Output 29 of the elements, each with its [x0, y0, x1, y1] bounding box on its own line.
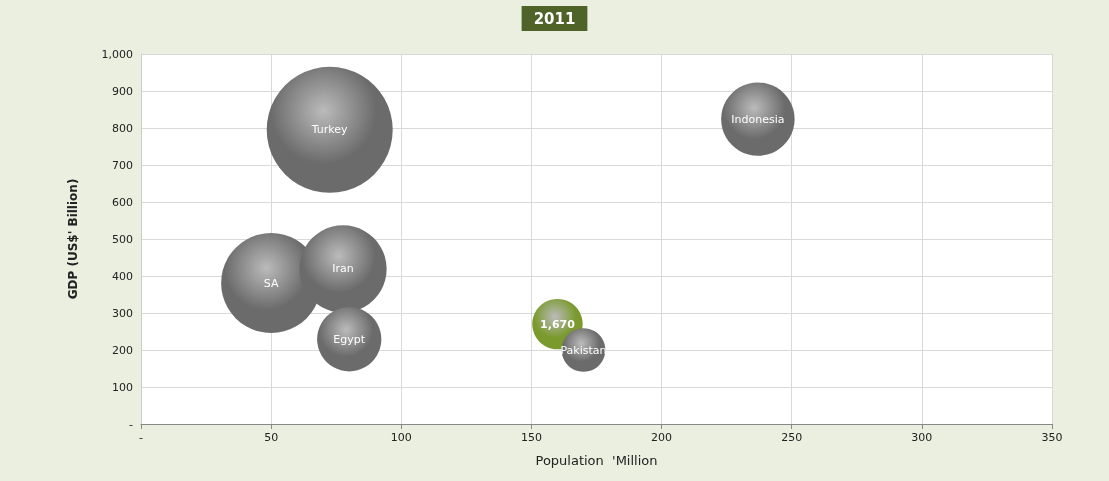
- y-tick-label: 700: [112, 158, 133, 172]
- y-tick-label: 500: [112, 232, 133, 246]
- y-tick-label: 100: [112, 380, 133, 394]
- series-label: Iran: [332, 262, 354, 276]
- y-tick-label: 900: [112, 84, 133, 98]
- series-label: Pakistan: [560, 343, 607, 357]
- x-tick-label: -: [139, 431, 144, 444]
- y-tick-label: 600: [112, 195, 133, 209]
- y-tick-label: 300: [112, 306, 133, 320]
- series-label: Indonesia: [731, 112, 785, 126]
- y-tick-label: 800: [112, 121, 133, 135]
- y-tick-label: 1,000: [101, 47, 133, 61]
- chart-title: 2011: [533, 9, 576, 28]
- y-tick-label: 200: [112, 343, 133, 357]
- y-tick-label: -: [129, 417, 134, 431]
- x-tick-label: 50: [264, 431, 279, 444]
- y-axis-title: GDP (US$' Billion): [66, 178, 80, 300]
- series-label: Turkey: [310, 123, 349, 137]
- series-label: SA: [263, 276, 279, 290]
- series-label: Egypt: [333, 332, 366, 346]
- x-tick-label: 300: [911, 431, 933, 444]
- y-tick-label: 400: [112, 269, 133, 283]
- x-axis-title: Population 'Million: [535, 453, 658, 468]
- x-tick-label: 150: [520, 431, 542, 444]
- x-tick-label: 350: [1041, 431, 1063, 444]
- annotation: 1,670: [540, 317, 576, 331]
- x-tick-label: 200: [651, 431, 673, 444]
- x-tick-label: 250: [781, 431, 803, 444]
- x-tick-label: 100: [390, 431, 412, 444]
